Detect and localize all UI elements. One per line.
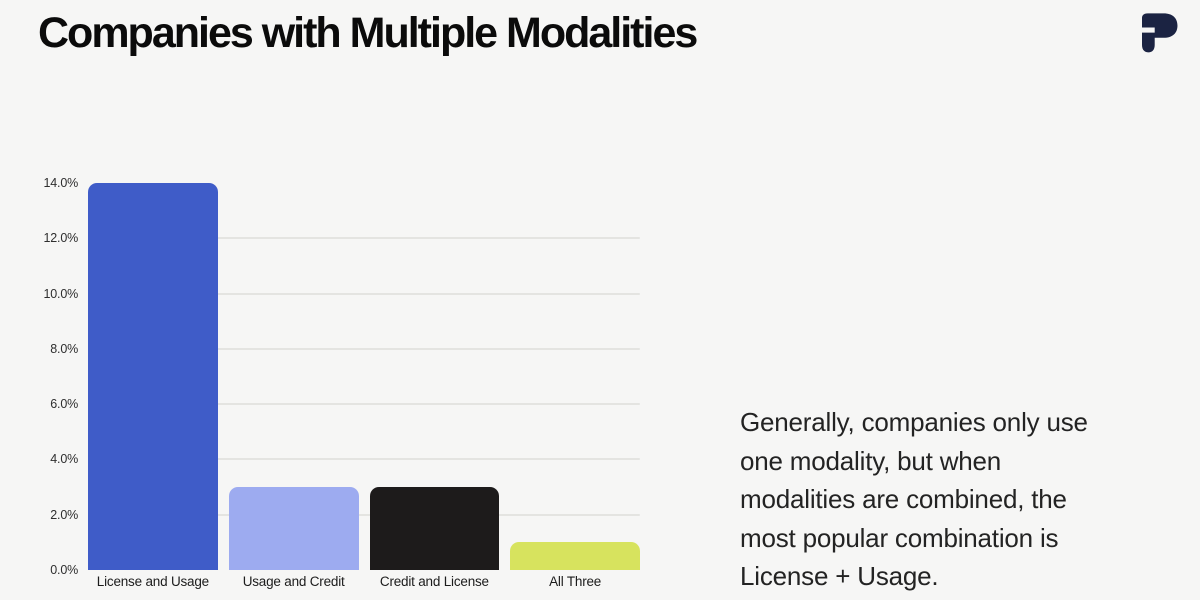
gridline-10pct [88,292,640,295]
paid-p-logo-icon [1142,13,1178,53]
page-title: Companies with Multiple Modalities [38,9,698,57]
gridline-2pct [88,513,640,516]
bar-chart: 0.0% 2.0% 4.0% 6.0% 8.0% 10.0% 12.0% 14.0% Lice… [0,176,660,600]
y-tick-label-6-0pct: 6.0% [50,397,78,412]
x-label-all-three: All Three [549,574,602,589]
gridline-4pct [88,458,640,461]
caption-line-4: most popular combination is [740,522,1059,553]
bar-license-and-usage [88,183,218,570]
caption-line-2: one modality, but when [740,445,1002,476]
caption-line-5: License + Usage. [740,561,939,591]
caption-line-3: modalities are combined, the [740,484,1067,514]
y-tick-label-2-0pct: 2.0% [50,507,78,522]
caption-text: Generally, companies only use one modalit… [740,403,1170,596]
bars [88,183,640,570]
gridline-8pct [88,347,640,350]
bar-all-three [510,542,640,570]
x-label-credit-and-license: Credit and License [379,574,489,589]
caption-line-1: Generally, companies only use [740,407,1088,437]
y-axis: 0.0% 2.0% 4.0% 6.0% 8.0% 10.0% 12.0% 14.0% [28,176,79,577]
y-tick-label-4-0pct: 4.0% [50,452,78,467]
bar-credit-and-license [369,487,500,570]
x-label-usage-and-credit: Usage and Credit [242,574,345,589]
gridline-6pct [88,403,640,406]
y-tick-label-8-0pct: 8.0% [50,341,78,356]
x-label-license-and-usage: License and Usage [96,574,209,589]
y-tick-label-10-0pct: 10.0% [43,286,79,301]
x-axis: License and Usage Usage and Credit Credit … [88,574,640,589]
y-tick-label-14-0pct: 14.0% [43,176,79,190]
bar-usage-and-credit [228,487,359,570]
plot-area [88,183,640,570]
y-tick-label-12-0pct: 12.0% [43,231,79,246]
gridline-12pct [88,237,640,240]
y-tick-label-0-0pct: 0.0% [50,563,78,577]
